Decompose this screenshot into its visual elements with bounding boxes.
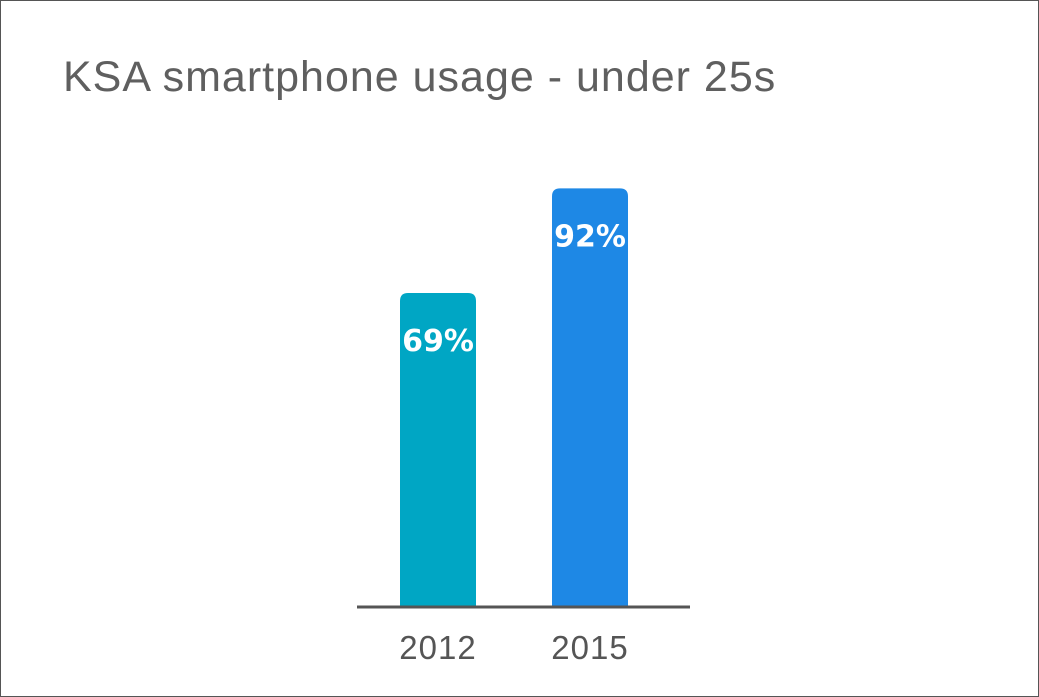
x-tick-labels: 2012 2015 [399,629,628,666]
bars-group: 69% 92% [400,188,628,607]
x-tick-label-2015: 2015 [551,629,628,666]
bar-value-label-2012: 69% [402,324,474,359]
x-tick-label-2012: 2012 [399,629,476,666]
bar-2015 [552,188,628,607]
chart-title: KSA smartphone usage - under 25s [63,53,777,101]
bar-value-label-2015: 92% [554,219,626,254]
bar-2012 [400,293,476,607]
